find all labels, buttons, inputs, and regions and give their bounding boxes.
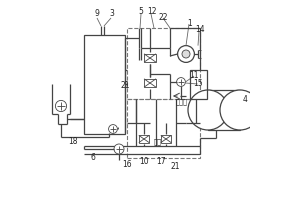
Circle shape [114, 144, 124, 154]
Bar [127, 28, 200, 99]
Text: 6: 6 [91, 152, 95, 162]
Circle shape [220, 90, 260, 130]
Text: 1: 1 [188, 19, 192, 27]
Circle shape [56, 100, 67, 112]
Text: 还原剂: 还原剂 [176, 99, 188, 105]
Text: 18: 18 [68, 138, 78, 146]
Text: 21: 21 [121, 81, 130, 90]
Circle shape [178, 46, 194, 62]
Bar [190, 70, 207, 99]
Circle shape [177, 78, 185, 86]
Bar [161, 135, 171, 143]
Circle shape [188, 90, 228, 130]
Bar [144, 79, 156, 87]
Text: 3: 3 [110, 9, 114, 19]
Circle shape [109, 125, 117, 133]
Circle shape [182, 50, 190, 58]
Bar [144, 54, 156, 62]
Text: 17: 17 [157, 158, 166, 166]
Text: 14: 14 [195, 25, 204, 34]
Text: 12: 12 [147, 7, 156, 17]
Text: 氮气: 氮气 [154, 139, 162, 145]
Bar [84, 35, 125, 134]
Bar [127, 99, 200, 158]
Text: 22: 22 [159, 12, 168, 21]
Text: 10: 10 [139, 158, 149, 166]
Text: 15: 15 [193, 79, 203, 88]
Text: 21: 21 [171, 162, 180, 171]
Text: 16: 16 [122, 160, 132, 169]
Text: 11: 11 [190, 71, 199, 80]
Text: 9: 9 [94, 9, 99, 19]
Text: 5: 5 [139, 7, 143, 17]
Bar [208, 90, 240, 130]
Bar [139, 135, 149, 143]
Text: 4: 4 [243, 96, 248, 104]
